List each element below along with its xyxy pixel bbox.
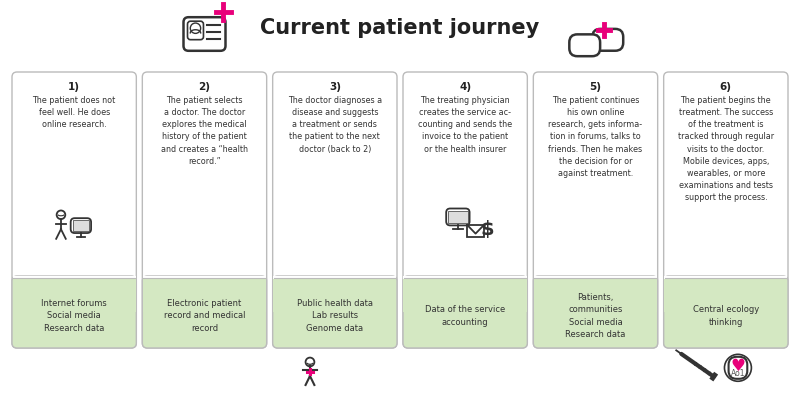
- Text: Ao1: Ao1: [730, 370, 745, 379]
- Text: Data of the service
accounting: Data of the service accounting: [425, 305, 506, 327]
- Text: The patient begins the
treatment. The success
of the treatment is
tracked throug: The patient begins the treatment. The su…: [678, 96, 774, 202]
- FancyBboxPatch shape: [403, 276, 527, 348]
- Text: Patients,
communities
Social media
Research data: Patients, communities Social media Resea…: [566, 293, 626, 339]
- Text: Central ecology
thinking: Central ecology thinking: [693, 305, 759, 327]
- FancyBboxPatch shape: [729, 357, 747, 379]
- FancyBboxPatch shape: [593, 29, 623, 51]
- FancyBboxPatch shape: [534, 72, 658, 348]
- Bar: [273, 276, 397, 279]
- Text: $: $: [481, 220, 494, 239]
- FancyBboxPatch shape: [183, 17, 226, 51]
- FancyBboxPatch shape: [664, 276, 788, 348]
- FancyBboxPatch shape: [403, 72, 527, 348]
- Bar: [143, 276, 266, 279]
- Text: 5): 5): [590, 82, 602, 92]
- Text: Internet forums
Social media
Research data: Internet forums Social media Research da…: [42, 299, 107, 333]
- Bar: [448, 211, 467, 222]
- Text: 3): 3): [329, 82, 341, 92]
- Bar: [143, 276, 266, 312]
- FancyBboxPatch shape: [12, 72, 136, 348]
- FancyBboxPatch shape: [534, 276, 658, 348]
- Text: Public health data
Lab results
Genome data: Public health data Lab results Genome da…: [297, 299, 373, 333]
- FancyBboxPatch shape: [664, 72, 788, 348]
- FancyBboxPatch shape: [273, 72, 397, 348]
- FancyBboxPatch shape: [273, 276, 397, 348]
- Bar: [467, 225, 484, 237]
- FancyBboxPatch shape: [142, 72, 266, 348]
- Text: 2): 2): [198, 82, 210, 92]
- FancyBboxPatch shape: [70, 218, 91, 233]
- Bar: [403, 276, 527, 312]
- FancyBboxPatch shape: [446, 208, 470, 225]
- Text: The doctor diagnoses a
disease and suggests
a treatment or sends
the patient to : The doctor diagnoses a disease and sugge…: [288, 96, 382, 154]
- Bar: [664, 276, 787, 279]
- Text: 1): 1): [68, 82, 80, 92]
- FancyBboxPatch shape: [142, 276, 266, 348]
- Bar: [403, 276, 527, 279]
- Bar: [13, 276, 136, 279]
- Text: ♥: ♥: [730, 357, 746, 375]
- Text: The patient does not
feel well. He does
online research.: The patient does not feel well. He does …: [33, 96, 116, 129]
- Text: The treating physician
creates the service ac-
counting and sends the
invoice to: The treating physician creates the servi…: [418, 96, 512, 154]
- Bar: [534, 276, 657, 279]
- Text: Current patient journey: Current patient journey: [260, 18, 540, 38]
- Text: 4): 4): [459, 82, 471, 92]
- Text: Electronic patient
record and medical
record: Electronic patient record and medical re…: [164, 299, 246, 333]
- Bar: [13, 276, 136, 312]
- Bar: [73, 220, 89, 231]
- Text: The patient continues
his own online
research, gets informa-
tion in forums, tal: The patient continues his own online res…: [549, 96, 642, 178]
- Bar: [534, 276, 657, 312]
- Text: 6): 6): [720, 82, 732, 92]
- Bar: [273, 276, 397, 312]
- Text: The patient selects
a doctor. The doctor
explores the medical
history of the pat: The patient selects a doctor. The doctor…: [161, 96, 248, 166]
- Bar: [664, 276, 787, 312]
- FancyBboxPatch shape: [12, 276, 136, 348]
- FancyBboxPatch shape: [187, 21, 203, 40]
- FancyBboxPatch shape: [570, 34, 600, 56]
